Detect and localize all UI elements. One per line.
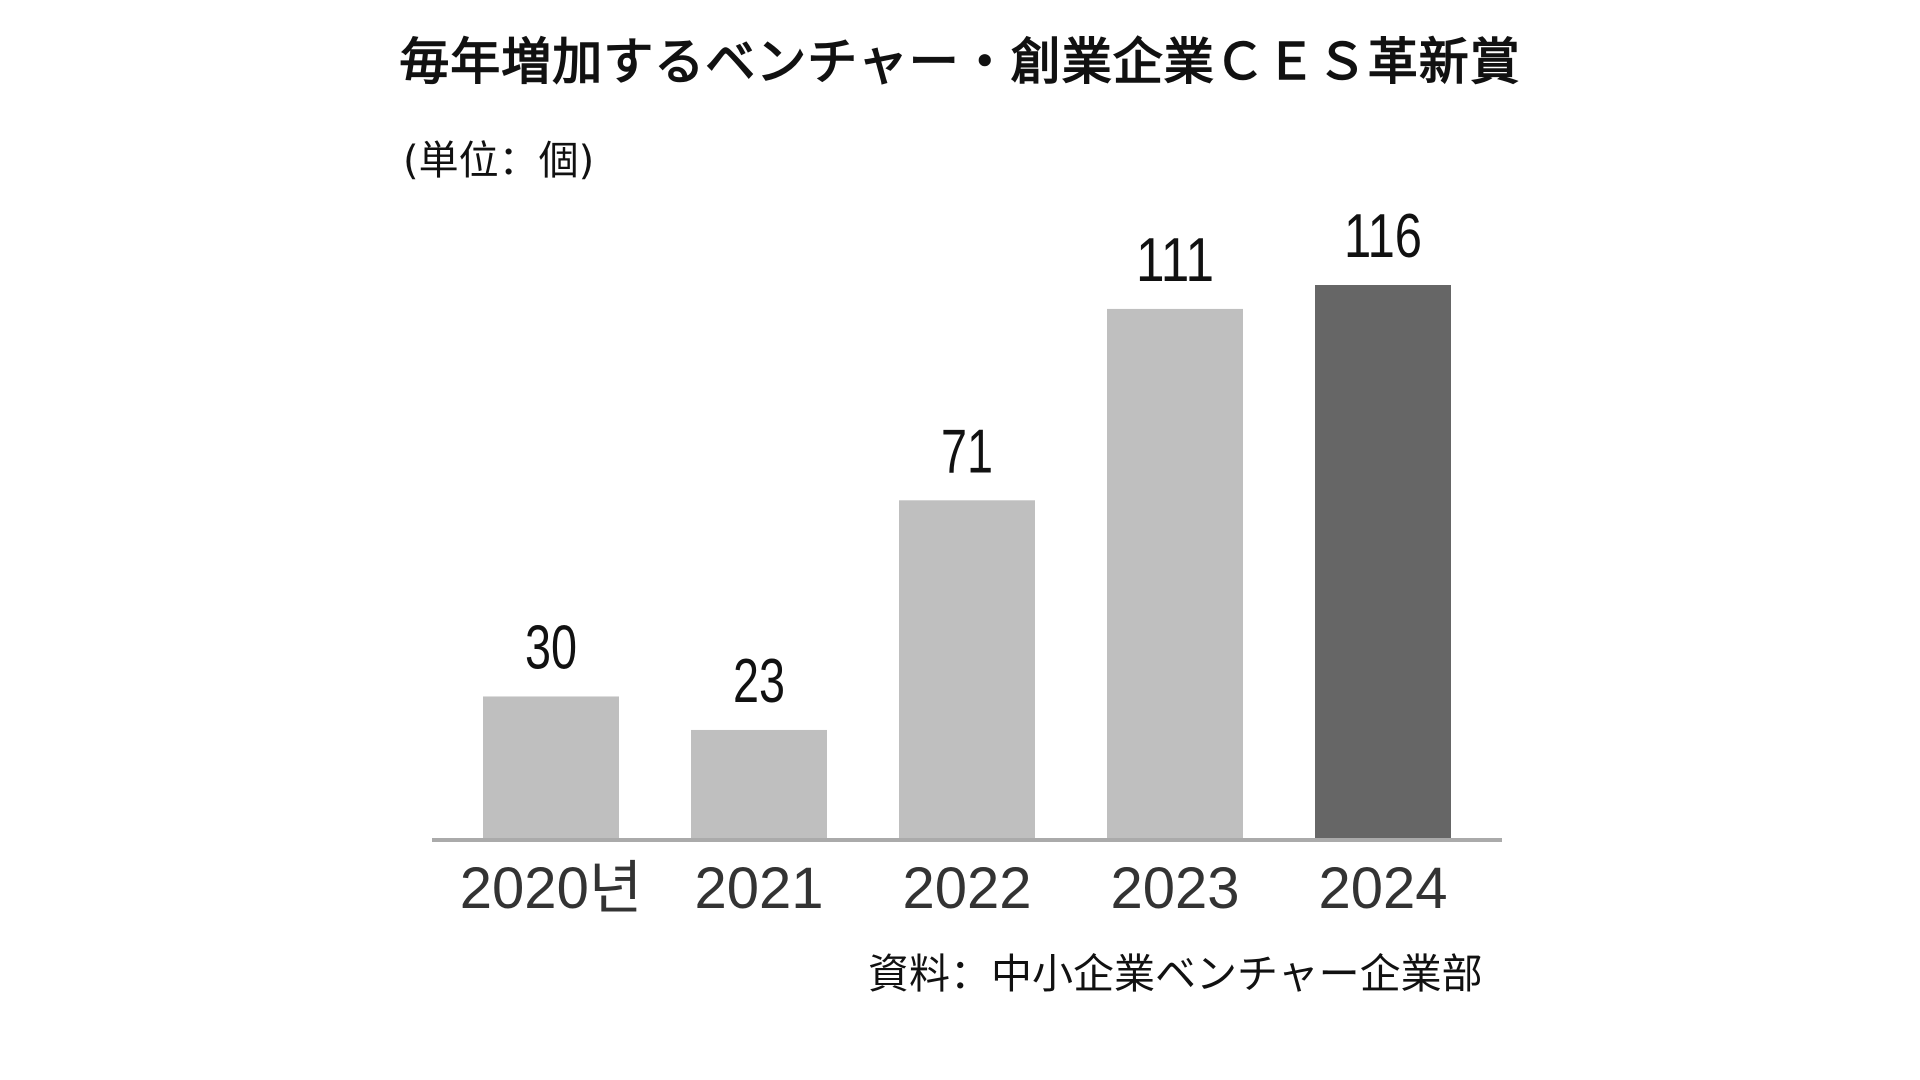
source-label: 資料：中小企業ベンチャー企業部: [868, 950, 1483, 998]
value-label-2021: 23: [733, 647, 785, 716]
bar-2022: [899, 500, 1035, 840]
unit-label: (単位：個): [403, 138, 595, 184]
x-tick-label-2022: 2022: [902, 856, 1031, 921]
bar-2021: [691, 729, 827, 840]
value-label-2023: 111: [1136, 226, 1214, 295]
value-label-2024: 116: [1344, 202, 1422, 271]
bar-2023: [1107, 308, 1243, 840]
bar-2020년: [483, 696, 619, 840]
x-tick-label-2023: 2023: [1110, 856, 1239, 921]
bar-2024: [1315, 285, 1451, 840]
x-tick-label-2021: 2021: [694, 856, 823, 921]
value-label-2022: 71: [941, 417, 993, 486]
chart-title: 毎年増加するベンチャー・創業企業ＣＥＳ革新賞: [399, 33, 1521, 91]
x-tick-label-2020년: 2020년: [460, 856, 642, 921]
x-tick-label-2024: 2024: [1318, 856, 1447, 921]
value-label-2020년: 30: [525, 613, 577, 682]
